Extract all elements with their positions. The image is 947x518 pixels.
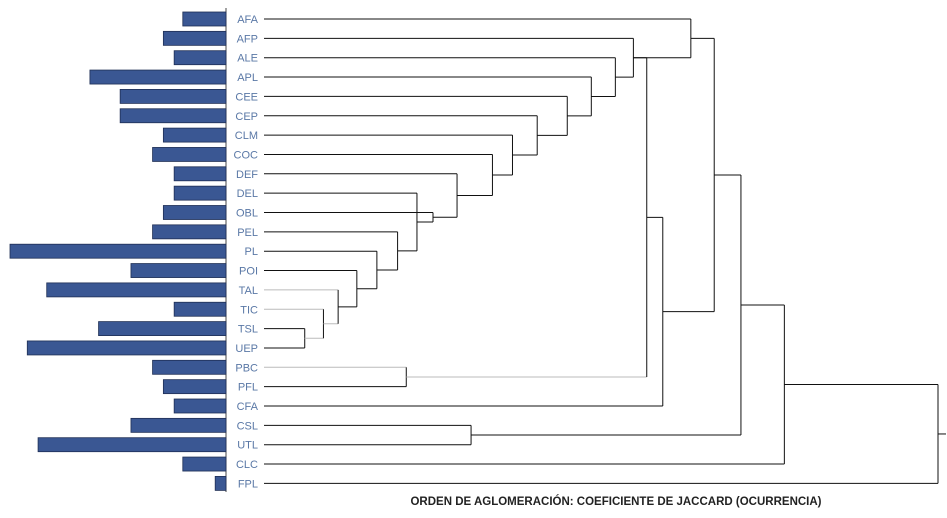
merge-n25: [264, 384, 939, 484]
leaf-label-ale: ALE: [237, 53, 258, 65]
merge-n2: [264, 308, 324, 339]
bar-utl: [37, 437, 227, 453]
merge-n9: [264, 173, 458, 218]
leaf-label-cfa: CFA: [237, 401, 259, 413]
bar-uep: [26, 340, 227, 356]
merge-n5: [264, 250, 378, 290]
merge-n22: [662, 37, 715, 313]
bar-afa: [182, 11, 227, 27]
merge-n21: [264, 424, 472, 446]
bar-clm: [162, 127, 227, 143]
leaf-label-apl: APL: [237, 72, 258, 84]
leaf-label-pl: PL: [245, 246, 258, 258]
merge-n17: [264, 366, 407, 388]
bar-fpl: [214, 475, 227, 491]
leaf-label-afp: AFP: [237, 33, 258, 45]
leaf-label-cee: CEE: [235, 91, 258, 103]
dendrogram-chart: AFA AFP ALE APL CEE CEP CLM COC DEF DEL OBL PEL PL PO…: [9, 8, 946, 492]
leaf-label-tsl: TSL: [238, 324, 258, 336]
leaf-label-clc: CLC: [236, 459, 258, 471]
merge-n7: [264, 192, 418, 252]
figure-caption: ORDEN DE AGLOMERACIÓN: COEFICIENTE DE JA…: [410, 496, 822, 508]
bar-tic: [173, 301, 227, 317]
merge-n10: [264, 153, 493, 197]
bar-def: [173, 166, 227, 182]
bar-afp: [162, 30, 227, 46]
bar-apl: [89, 69, 227, 85]
leaf-label-tal: TAL: [239, 285, 258, 297]
merge-n8: [264, 212, 434, 223]
bar-pl: [9, 243, 227, 259]
leaf-label-pfl: PFL: [238, 382, 258, 394]
bar-clc: [182, 456, 227, 472]
leaf-label-clm: CLM: [235, 130, 258, 142]
leaf-label-pel: PEL: [237, 227, 258, 239]
leaf-label-pbc: PBC: [235, 362, 258, 374]
bar-pbc: [152, 359, 227, 375]
bar-tal: [46, 282, 227, 298]
bar-cee: [119, 89, 227, 104]
leaf-label-cep: CEP: [235, 111, 258, 123]
merge-n23: [471, 174, 742, 436]
bar-obl: [162, 205, 227, 220]
leaf-label-uep: UEP: [235, 343, 258, 355]
bar-del: [173, 185, 227, 201]
bar-cep: [119, 108, 227, 124]
leaf-label-tic: TIC: [240, 304, 258, 316]
merge-n4: [264, 270, 358, 308]
bar-tsl: [98, 321, 227, 337]
leaf-label-utl: UTL: [237, 440, 258, 452]
merge-n24: [264, 304, 785, 465]
leaf-label-poi: POI: [239, 266, 258, 278]
bar-ale: [173, 50, 227, 66]
bar-poi: [130, 263, 227, 278]
leaf-label-fpl: FPL: [238, 478, 258, 490]
leaf-label-del: DEL: [237, 188, 258, 200]
merge-n3: [264, 289, 339, 325]
merge-n1: [264, 328, 306, 349]
bar-coc: [152, 147, 227, 162]
leaf-label-afa: AFA: [237, 14, 258, 26]
leaf-label-coc: COC: [234, 149, 259, 161]
leaf-label-csl: CSL: [237, 420, 258, 432]
leaf-label-def: DEF: [236, 169, 258, 181]
leaf-label-obl: OBL: [236, 208, 258, 220]
bar-csl: [130, 417, 227, 433]
bar-pfl: [162, 379, 227, 395]
bar-cfa: [173, 398, 227, 414]
bar-pel: [152, 224, 227, 240]
merge-n11: [264, 134, 513, 176]
